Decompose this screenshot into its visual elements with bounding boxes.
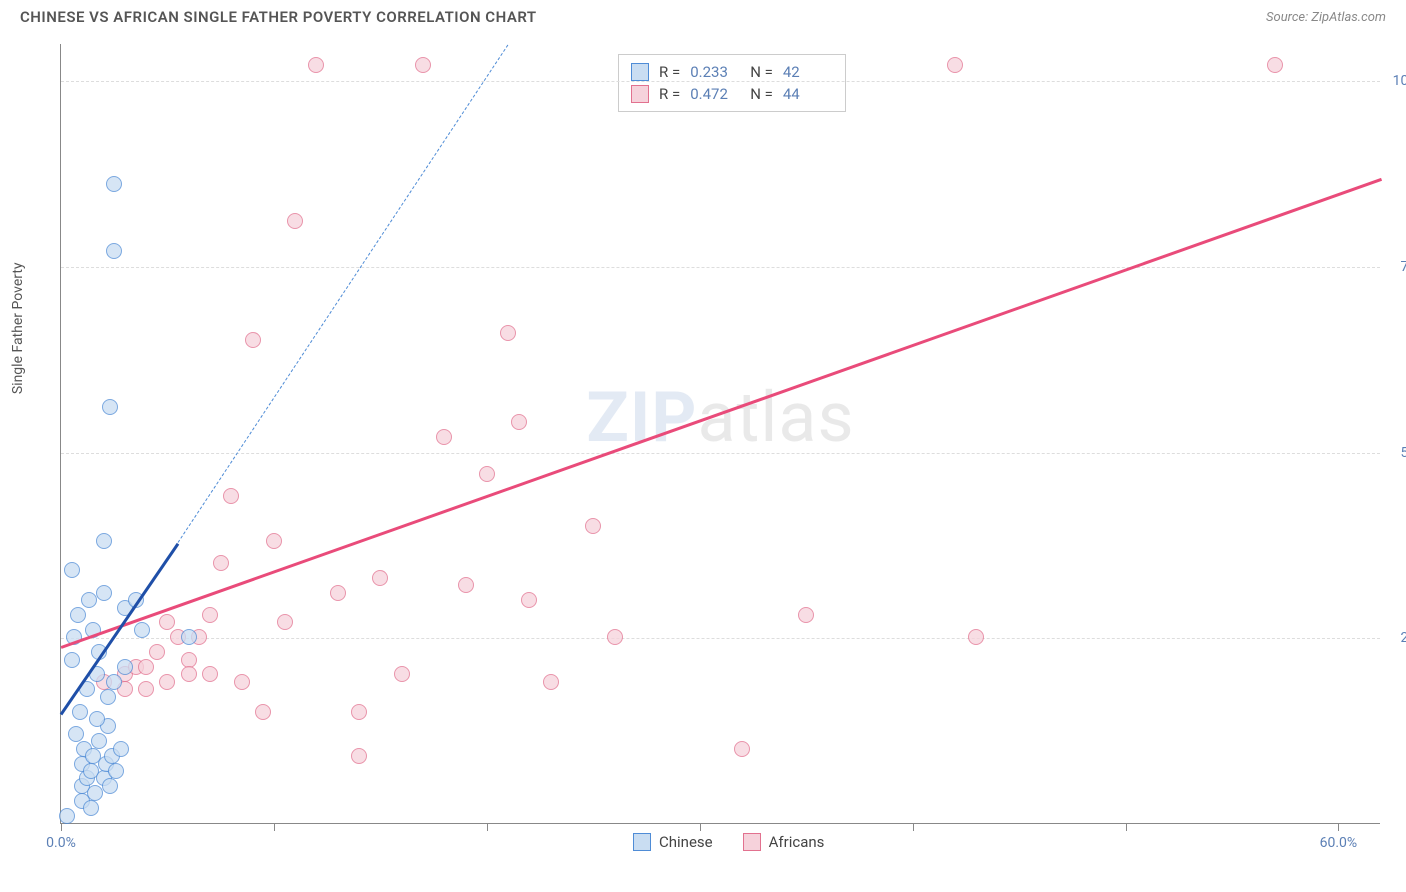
scatter-point-chinese — [106, 674, 122, 690]
scatter-point-african — [202, 666, 218, 682]
scatter-point-african — [138, 681, 154, 697]
scatter-point-chinese — [91, 733, 107, 749]
scatter-point-chinese — [113, 741, 129, 757]
scatter-point-chinese — [83, 800, 99, 816]
plot-area: ZIPatlas R = 0.233 N = 42 R = 0.472 N = … — [60, 44, 1380, 824]
x-tick-label: 60.0% — [1320, 835, 1358, 851]
scatter-point-chinese — [102, 399, 118, 415]
scatter-point-african — [266, 533, 282, 549]
x-tick — [274, 823, 275, 831]
scatter-point-african — [479, 466, 495, 482]
scatter-point-african — [543, 674, 559, 690]
scatter-point-african — [245, 332, 261, 348]
scatter-point-african — [372, 570, 388, 586]
scatter-point-chinese — [59, 808, 75, 824]
scatter-point-chinese — [89, 711, 105, 727]
scatter-point-african — [308, 57, 324, 73]
swatch-african-icon — [743, 833, 761, 851]
scatter-point-chinese — [72, 704, 88, 720]
gridline — [61, 638, 1380, 639]
scatter-point-african — [213, 555, 229, 571]
x-tick — [913, 823, 914, 831]
scatter-point-african — [1267, 57, 1283, 73]
scatter-point-chinese — [64, 652, 80, 668]
scatter-point-african — [607, 629, 623, 645]
x-tick — [61, 823, 62, 831]
trendline-african — [61, 178, 1382, 648]
stats-row-chinese: R = 0.233 N = 42 — [631, 61, 833, 83]
scatter-point-african — [255, 704, 271, 720]
scatter-point-chinese — [70, 607, 86, 623]
scatter-point-african — [330, 585, 346, 601]
bottom-legend: Chinese Africans — [633, 833, 824, 851]
x-tick — [1338, 823, 1339, 831]
chart-source: Source: ZipAtlas.com — [1266, 10, 1386, 25]
gridline — [61, 453, 1380, 454]
x-tick — [487, 823, 488, 831]
x-tick — [1126, 823, 1127, 831]
scatter-point-chinese — [106, 243, 122, 259]
scatter-point-african — [500, 325, 516, 341]
y-tick-label: 50.0% — [1400, 445, 1406, 461]
y-axis-title: Single Father Poverty — [10, 262, 26, 394]
scatter-point-chinese — [106, 176, 122, 192]
gridline — [61, 81, 1380, 82]
scatter-point-chinese — [108, 763, 124, 779]
y-tick-label: 25.0% — [1400, 630, 1406, 646]
scatter-point-african — [394, 666, 410, 682]
scatter-point-african — [458, 577, 474, 593]
scatter-point-african — [734, 741, 750, 757]
y-tick-label: 100.0% — [1393, 73, 1406, 89]
scatter-point-african — [149, 644, 165, 660]
swatch-chinese-icon — [633, 833, 651, 851]
chart-header: CHINESE VS AFRICAN SINGLE FATHER POVERTY… — [0, 0, 1406, 32]
scatter-point-african — [798, 607, 814, 623]
stats-legend-box: R = 0.233 N = 42 R = 0.472 N = 44 — [618, 54, 846, 112]
scatter-point-african — [415, 57, 431, 73]
swatch-african — [631, 85, 649, 103]
scatter-point-chinese — [134, 622, 150, 638]
scatter-point-african — [436, 429, 452, 445]
scatter-point-african — [351, 704, 367, 720]
stats-row-african: R = 0.472 N = 44 — [631, 83, 833, 105]
scatter-point-african — [947, 57, 963, 73]
chart-title: CHINESE VS AFRICAN SINGLE FATHER POVERTY… — [20, 8, 537, 26]
scatter-point-african — [181, 666, 197, 682]
scatter-point-african — [138, 659, 154, 675]
scatter-point-african — [223, 488, 239, 504]
scatter-point-african — [968, 629, 984, 645]
x-tick-label: 0.0% — [46, 835, 76, 851]
scatter-point-chinese — [100, 689, 116, 705]
scatter-point-african — [511, 414, 527, 430]
scatter-point-african — [287, 213, 303, 229]
scatter-point-chinese — [181, 629, 197, 645]
scatter-point-african — [202, 607, 218, 623]
scatter-point-chinese — [102, 778, 118, 794]
y-tick-label: 75.0% — [1400, 259, 1406, 275]
legend-item-chinese: Chinese — [633, 833, 713, 851]
chart-area: Single Father Poverty ZIPatlas R = 0.233… — [0, 32, 1406, 882]
scatter-point-african — [351, 748, 367, 764]
swatch-chinese — [631, 63, 649, 81]
gridline — [61, 267, 1380, 268]
scatter-point-african — [277, 614, 293, 630]
scatter-point-chinese — [68, 726, 84, 742]
x-tick — [700, 823, 701, 831]
scatter-point-chinese — [117, 659, 133, 675]
trendline-chinese-extrapolated — [178, 44, 509, 542]
legend-item-african: Africans — [743, 833, 825, 851]
scatter-point-african — [585, 518, 601, 534]
scatter-point-chinese — [96, 585, 112, 601]
scatter-point-chinese — [96, 533, 112, 549]
scatter-point-african — [521, 592, 537, 608]
scatter-point-african — [159, 674, 175, 690]
scatter-point-chinese — [81, 592, 97, 608]
scatter-point-african — [181, 652, 197, 668]
scatter-point-chinese — [64, 562, 80, 578]
scatter-point-african — [234, 674, 250, 690]
scatter-point-african — [159, 614, 175, 630]
